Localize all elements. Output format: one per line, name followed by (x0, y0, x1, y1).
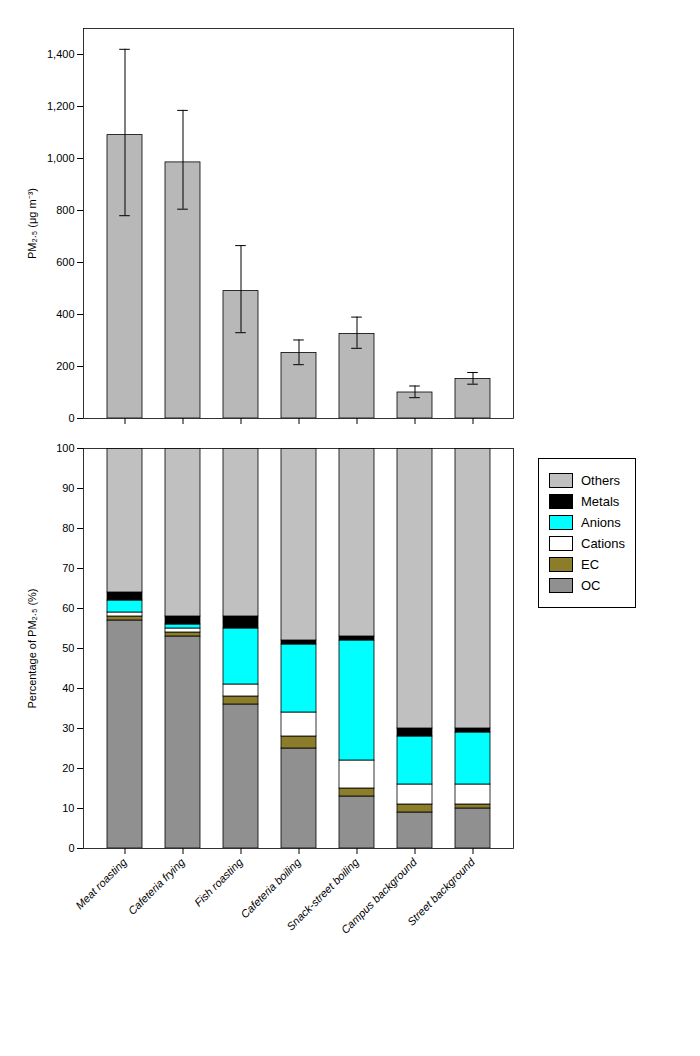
svg-text:70: 70 (62, 562, 74, 574)
html-text:Others: Others (581, 473, 620, 488)
svg-text:200: 200 (56, 360, 74, 372)
svg-text:40: 40 (62, 682, 74, 694)
svg-text:50: 50 (62, 642, 74, 654)
html-text:EC: EC (581, 557, 600, 572)
svg-text:Meat roasting: Meat roasting (73, 855, 129, 911)
svg-text:20: 20 (62, 762, 74, 774)
svg-text:Fish roasting: Fish roasting (192, 855, 246, 909)
svg-text:0: 0 (68, 412, 74, 424)
html-text:OC: OC (581, 578, 601, 593)
svg-text:0: 0 (68, 842, 74, 854)
svg-text:90: 90 (62, 482, 74, 494)
svg-text:Percentage of PM₂.₅ (%): Percentage of PM₂.₅ (%) (26, 589, 38, 709)
html-text:Cations: Cations (581, 536, 626, 551)
svg-text:Cafeteria frying: Cafeteria frying (126, 855, 188, 917)
svg-text:800: 800 (56, 204, 74, 216)
svg-text:100: 100 (56, 442, 74, 454)
html-text:Metals: Metals (581, 494, 620, 509)
svg-text:Campus background: Campus background (339, 855, 420, 936)
svg-text:Street background: Street background (405, 855, 478, 928)
html-text:Anions: Anions (581, 515, 621, 530)
svg-text:1,400: 1,400 (47, 48, 75, 60)
svg-text:1,200: 1,200 (47, 100, 75, 112)
svg-text:400: 400 (56, 308, 74, 320)
svg-text:PM₂.₅ (μg m⁻³): PM₂.₅ (μg m⁻³) (26, 188, 38, 259)
svg-text:60: 60 (62, 602, 74, 614)
svg-text:Snack-street boiling: Snack-street boiling (284, 855, 361, 933)
svg-text:600: 600 (56, 256, 74, 268)
svg-text:1,000: 1,000 (47, 152, 75, 164)
svg-text:80: 80 (62, 522, 74, 534)
svg-text:Cafeteria boiling: Cafeteria boiling (238, 855, 303, 920)
svg-text:10: 10 (62, 802, 74, 814)
svg-text:30: 30 (62, 722, 74, 734)
